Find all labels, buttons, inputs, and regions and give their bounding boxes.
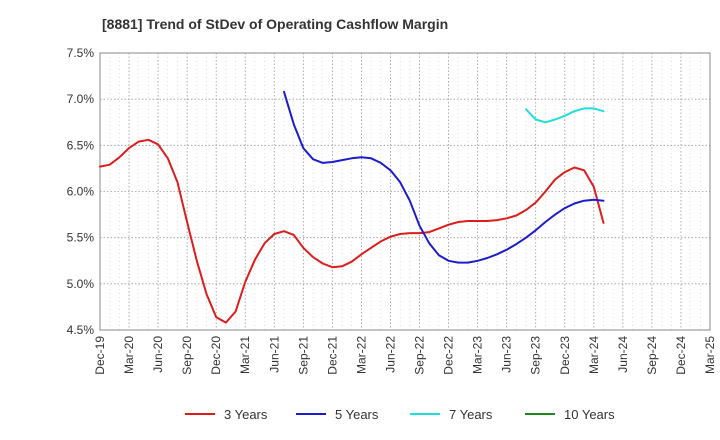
legend-label: 3 Years bbox=[224, 407, 268, 422]
x-tick-label: Dec-20 bbox=[209, 336, 223, 375]
legend-item-10-years: 10 Years bbox=[525, 407, 615, 422]
series-line-7-years bbox=[525, 107, 605, 124]
legend-item-7-years: 7 Years bbox=[410, 407, 493, 422]
x-tick-label: Mar-24 bbox=[587, 336, 601, 374]
x-tick-label: Jun-24 bbox=[616, 336, 630, 373]
x-tick-label: Dec-24 bbox=[674, 336, 688, 375]
legend-item-5-years: 5 Years bbox=[296, 407, 379, 422]
x-tick-label: Mar-22 bbox=[354, 336, 368, 374]
y-tick-label: 5.0% bbox=[67, 277, 95, 291]
x-tick-label: Sep-24 bbox=[645, 336, 659, 375]
y-tick-label: 6.0% bbox=[67, 185, 95, 199]
x-tick-label: Sep-23 bbox=[529, 336, 543, 375]
x-tick-label: Mar-25 bbox=[703, 336, 717, 374]
x-tick-label: Mar-20 bbox=[122, 336, 136, 374]
x-tick-label: Mar-21 bbox=[238, 336, 252, 374]
series-line-5-years bbox=[283, 90, 605, 264]
series-lines bbox=[99, 90, 605, 324]
legend-label: 10 Years bbox=[564, 407, 615, 422]
x-tick-label: Jun-20 bbox=[151, 336, 165, 373]
legend-label: 7 Years bbox=[449, 407, 493, 422]
y-axis: 4.5% 5.0% 5.5% 6.0% 6.5% 7.0% 7.5% bbox=[67, 46, 95, 337]
x-tick-label: Dec-21 bbox=[325, 336, 339, 375]
legend: 3 Years 5 Years 7 Years 10 Years bbox=[185, 407, 615, 422]
y-tick-label: 4.5% bbox=[67, 323, 95, 337]
x-tick-label: Jun-21 bbox=[267, 336, 281, 373]
y-tick-label: 6.5% bbox=[67, 138, 95, 152]
x-tick-label: Sep-22 bbox=[413, 336, 427, 375]
plot-area-border bbox=[99, 52, 711, 331]
series-line-3-years bbox=[99, 138, 605, 324]
chart-title: [8881] Trend of StDev of Operating Cashf… bbox=[102, 16, 448, 32]
x-axis: Dec-19 Mar-20 Jun-20 Sep-20 Dec-20 Mar-21 Jun-… bbox=[93, 336, 717, 375]
x-tick-label: Sep-21 bbox=[296, 336, 310, 375]
y-tick-label: 7.5% bbox=[67, 46, 95, 60]
legend-label: 5 Years bbox=[335, 407, 379, 422]
y-tick-label: 7.0% bbox=[67, 92, 95, 106]
x-tick-label: Dec-19 bbox=[93, 336, 107, 375]
legend-item-3-years: 3 Years bbox=[185, 407, 268, 422]
x-tick-label: Jun-22 bbox=[383, 336, 397, 373]
x-tick-label: Dec-23 bbox=[558, 336, 572, 375]
x-tick-label: Mar-23 bbox=[471, 336, 485, 374]
x-tick-label: Sep-20 bbox=[180, 336, 194, 375]
x-tick-label: Dec-22 bbox=[442, 336, 456, 375]
y-tick-label: 5.5% bbox=[67, 231, 95, 245]
x-tick-label: Jun-23 bbox=[500, 336, 514, 373]
